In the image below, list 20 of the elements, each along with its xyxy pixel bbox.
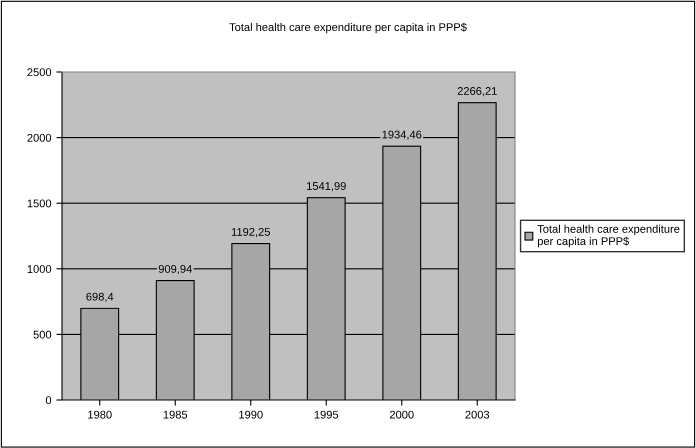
x-tick-label: 1990 xyxy=(239,410,263,419)
x-tick-label: 1995 xyxy=(314,410,338,419)
x-tick-label: 1980 xyxy=(88,410,112,419)
chart-title: Total health care expenditure per capita in PPP$ xyxy=(229,22,467,34)
legend-label: Total health care expenditure per capita in PPP$ xyxy=(537,224,680,248)
data-label: 1192,25 xyxy=(232,228,270,238)
data-label: 909,94 xyxy=(158,264,192,274)
x-tick-label: 2000 xyxy=(390,410,414,419)
x-tick-label: 2003 xyxy=(465,410,490,419)
data-label: 698,4 xyxy=(86,292,114,302)
y-tick-label: 1500 xyxy=(28,199,52,208)
y-tick-label: 2000 xyxy=(27,134,52,142)
y-tick-label: 500 xyxy=(33,330,52,339)
data-label: 2266,21 xyxy=(458,87,497,96)
y-tick-label: 2500 xyxy=(27,68,52,76)
x-tick-label: 1985 xyxy=(164,410,188,419)
y-tick-label: 0 xyxy=(46,396,52,404)
data-label: 1541,99 xyxy=(307,182,346,192)
data-label: 1934,46 xyxy=(382,130,422,140)
y-tick-label: 1000 xyxy=(28,265,52,273)
